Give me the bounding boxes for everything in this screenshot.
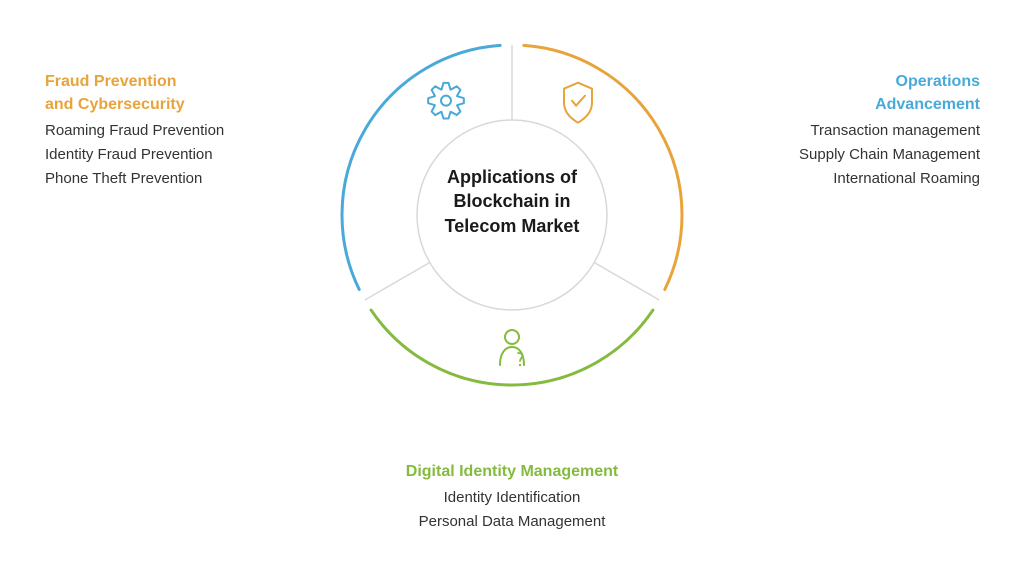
section-identity-title: Digital Identity Management [362, 460, 662, 483]
shield-icon [564, 83, 592, 123]
section-fraud-title: Fraud Preventionand Cybersecurity [45, 70, 275, 116]
center-title: Applications of Blockchain in Telecom Ma… [430, 165, 594, 238]
divider [594, 263, 659, 301]
section-item: Supply Chain Management [770, 144, 980, 166]
section-ops-items: Transaction managementSupply Chain Manag… [770, 120, 980, 189]
section-ops: OperationsAdvancement Transaction manage… [770, 70, 980, 192]
section-fraud: Fraud Preventionand Cybersecurity Roamin… [45, 70, 275, 192]
section-identity: Digital Identity Management Identity Ide… [362, 460, 662, 535]
person-icon [500, 330, 524, 366]
section-fraud-items: Roaming Fraud PreventionIdentity Fraud P… [45, 120, 275, 189]
gear-icon [428, 83, 464, 119]
section-item: Personal Data Management [362, 511, 662, 533]
section-item: Identity Fraud Prevention [45, 144, 275, 166]
section-item: Identity Identification [362, 487, 662, 509]
section-item: Roaming Fraud Prevention [45, 120, 275, 142]
divider [365, 263, 430, 301]
section-ops-title: OperationsAdvancement [770, 70, 980, 116]
section-item: Transaction management [770, 120, 980, 142]
section-identity-items: Identity IdentificationPersonal Data Man… [362, 487, 662, 533]
section-item: Phone Theft Prevention [45, 168, 275, 190]
section-item: International Roaming [770, 168, 980, 190]
